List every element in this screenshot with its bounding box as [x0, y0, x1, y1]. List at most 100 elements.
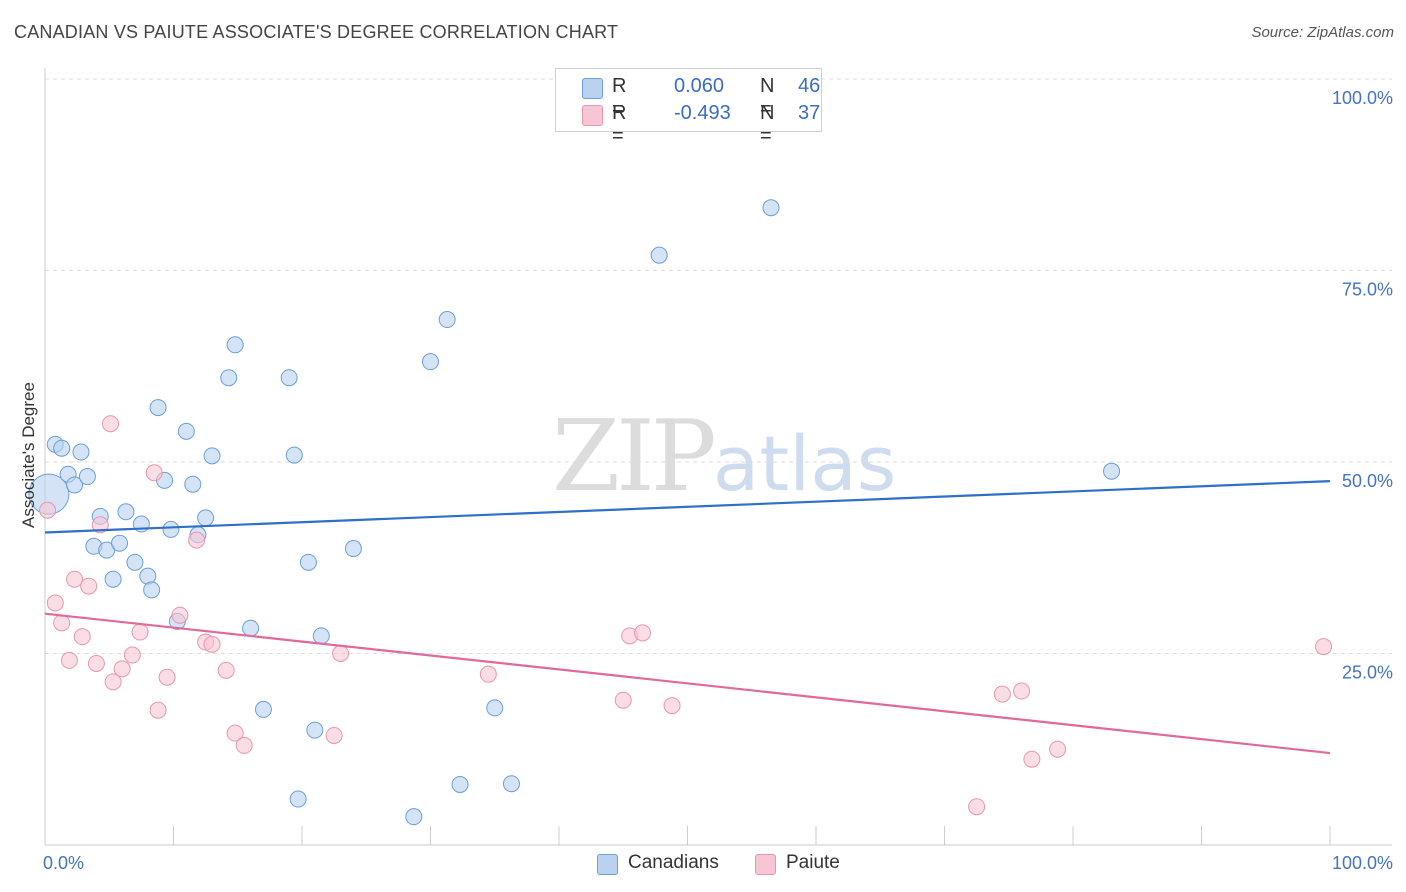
canadian-point — [149, 399, 167, 417]
axis-labels: 100.0% 75.0% 50.0% 25.0% 0.0% 100.0% Associate… — [19, 88, 1393, 873]
canadian-point — [78, 468, 96, 486]
canadian-point — [126, 553, 144, 571]
paiute-point — [332, 645, 350, 662]
canadian-point — [299, 553, 317, 571]
paiute-point — [149, 701, 167, 719]
paiute-point — [614, 691, 632, 709]
canadian-point — [53, 439, 71, 457]
y-tick-label: 25.0% — [1342, 663, 1393, 683]
paiute-point — [968, 798, 986, 816]
canadian-point — [289, 790, 307, 808]
paiute-point — [66, 570, 84, 588]
canadian-point — [72, 443, 90, 461]
r-value: 0.060 — [674, 75, 725, 97]
paiute-point — [203, 635, 221, 653]
canadians-trendline — [44, 480, 1331, 534]
axes — [44, 68, 1392, 846]
canadians-legend-label: Canadians — [628, 852, 719, 873]
watermark-atlas: atlas — [712, 419, 897, 508]
canadian-point — [280, 369, 298, 387]
data-points — [28, 199, 1333, 826]
r-value: -0.493 — [674, 102, 731, 124]
x-tick-label: 0.0% — [43, 853, 84, 873]
paiute-point — [634, 624, 652, 642]
canadian-point — [285, 446, 303, 464]
paiute-point — [39, 501, 57, 519]
r-label: R = — [612, 75, 627, 120]
paiute-point — [123, 646, 141, 664]
chart-title: CANADIAN VS PAIUTE ASSOCIATE'S DEGREE CO… — [14, 22, 619, 42]
canadian-point — [405, 808, 423, 826]
stats-legend: R = 0.060 N = 46 R = -0.493 N = 37 — [555, 68, 822, 147]
paiute-point — [158, 668, 176, 686]
y-axis-title: Associate's Degree — [19, 382, 38, 528]
paiute-point — [102, 415, 120, 433]
canadian-point — [451, 775, 469, 793]
canadian-point — [254, 700, 272, 718]
paiute-point — [1013, 682, 1031, 700]
paiute-point — [87, 654, 105, 672]
canadian-point — [438, 311, 456, 329]
n-label: N = — [760, 102, 775, 147]
watermark-zip: ZIP — [552, 400, 717, 514]
y-tick-label: 75.0% — [1342, 280, 1393, 300]
paiute-point — [1049, 740, 1067, 758]
canadians-legend-swatch — [597, 854, 618, 875]
r-label: R = — [612, 102, 627, 147]
paiute-swatch — [582, 105, 603, 126]
paiute-point — [235, 736, 253, 754]
n-value: 46 — [798, 75, 821, 97]
canadian-point — [184, 475, 202, 493]
paiute-point — [60, 651, 78, 669]
paiute-point — [113, 660, 131, 678]
canadian-point — [177, 422, 195, 440]
canadian-point — [242, 619, 260, 637]
watermark: ZIPatlas — [552, 400, 896, 514]
canadian-point — [220, 369, 238, 387]
canadian-point — [203, 447, 221, 465]
n-value: 37 — [798, 102, 821, 124]
canadian-point — [197, 509, 215, 527]
paiute-point — [226, 724, 244, 742]
paiute-point — [53, 614, 71, 632]
n-label: N = — [760, 75, 775, 120]
canadian-point — [306, 721, 324, 739]
paiute-point — [131, 623, 149, 641]
paiute-point — [479, 665, 497, 683]
paiute-point — [663, 697, 681, 715]
paiute-trendline — [44, 612, 1331, 755]
canadian-point — [650, 246, 668, 264]
canadians-swatch — [582, 78, 603, 99]
canadian-point — [226, 336, 244, 354]
canadian-point — [111, 534, 129, 552]
canadian-point — [422, 353, 439, 371]
y-tick-label: 50.0% — [1342, 471, 1393, 491]
paiute-point — [145, 464, 163, 482]
paiute-point — [1023, 750, 1041, 768]
y-tick-label: 100.0% — [1332, 88, 1393, 108]
paiute-point — [46, 594, 64, 612]
paiute-point — [1315, 638, 1333, 656]
canadian-point — [1103, 462, 1121, 480]
trendlines — [44, 480, 1331, 755]
paiute-point — [171, 606, 189, 624]
paiute-point — [217, 661, 235, 679]
canadian-point — [762, 199, 780, 217]
paiute-point — [73, 628, 91, 646]
paiute-point — [91, 516, 109, 534]
canadian-point — [162, 520, 180, 538]
paiute-legend-label: Paiute — [786, 852, 840, 873]
canadian-point — [344, 540, 362, 558]
paiute-point — [80, 577, 98, 595]
paiute-legend-swatch — [755, 854, 776, 875]
canadian-point — [104, 570, 122, 588]
canadian-point — [502, 775, 520, 793]
canadian-point — [66, 476, 84, 494]
source-label: Source: ZipAtlas.com — [1251, 24, 1394, 41]
canadian-point — [486, 699, 504, 717]
x-tick-label: 100.0% — [1332, 853, 1393, 873]
canadian-point — [117, 503, 135, 521]
paiute-point — [188, 531, 206, 549]
canadian-point — [143, 581, 161, 599]
